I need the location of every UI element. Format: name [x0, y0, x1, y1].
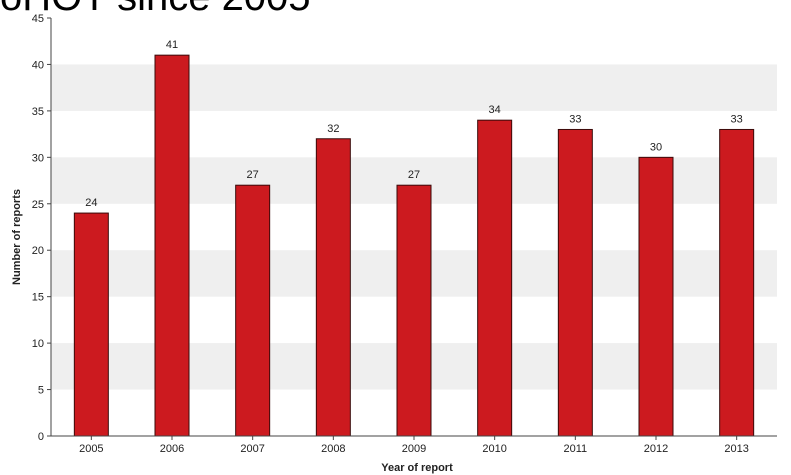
bar [638, 156, 674, 437]
bar [477, 119, 513, 437]
x-tick-label: 2013 [724, 443, 748, 455]
y-tick-label: 30 [32, 152, 44, 164]
y-tick-label: 35 [32, 106, 44, 118]
bar [396, 184, 432, 437]
y-tick-label: 15 [32, 292, 44, 304]
data-label: 34 [489, 104, 501, 116]
slide-title: oHOT since 2005 [0, 0, 311, 20]
data-label: 32 [327, 123, 339, 135]
axes: 2005 2006 2007 2008 2009 2010 2011 2012 2013 0 5 10… [32, 13, 777, 455]
y-tick-label: 0 [38, 431, 44, 443]
y-axis-label: Number of reports [11, 189, 23, 285]
data-label: 33 [731, 113, 743, 125]
data-label: 27 [247, 169, 259, 181]
data-label: 30 [650, 141, 662, 153]
bar [719, 128, 755, 437]
data-label: 27 [408, 169, 420, 181]
x-tick-label: 2007 [240, 443, 264, 455]
bar [154, 54, 190, 437]
y-tick-label: 45 [32, 13, 44, 25]
x-axis-label: Year of report [381, 462, 453, 474]
data-label: 41 [166, 39, 178, 51]
x-tick-label: 2012 [644, 443, 668, 455]
y-tick-label: 40 [32, 59, 44, 71]
y-tick-label: 5 [38, 385, 44, 397]
bar [235, 184, 271, 437]
x-tick-label: 2009 [402, 443, 426, 455]
x-tick-label: 2010 [482, 443, 506, 455]
y-tick-label: 10 [32, 338, 44, 350]
data-label: 33 [569, 113, 581, 125]
bar-series [73, 54, 755, 437]
bar [73, 212, 109, 437]
x-tick-label: 2008 [321, 443, 345, 455]
x-tick-label: 2006 [160, 443, 184, 455]
bar [557, 128, 593, 437]
data-labels: 24 41 27 32 27 34 33 30 33 [85, 39, 743, 209]
y-tick-label: 20 [32, 245, 44, 257]
data-label: 24 [85, 197, 97, 209]
x-tick-label: 2005 [79, 443, 103, 455]
bar [315, 138, 351, 437]
y-tick-label: 25 [32, 199, 44, 211]
x-tick-label: 2011 [564, 443, 588, 455]
